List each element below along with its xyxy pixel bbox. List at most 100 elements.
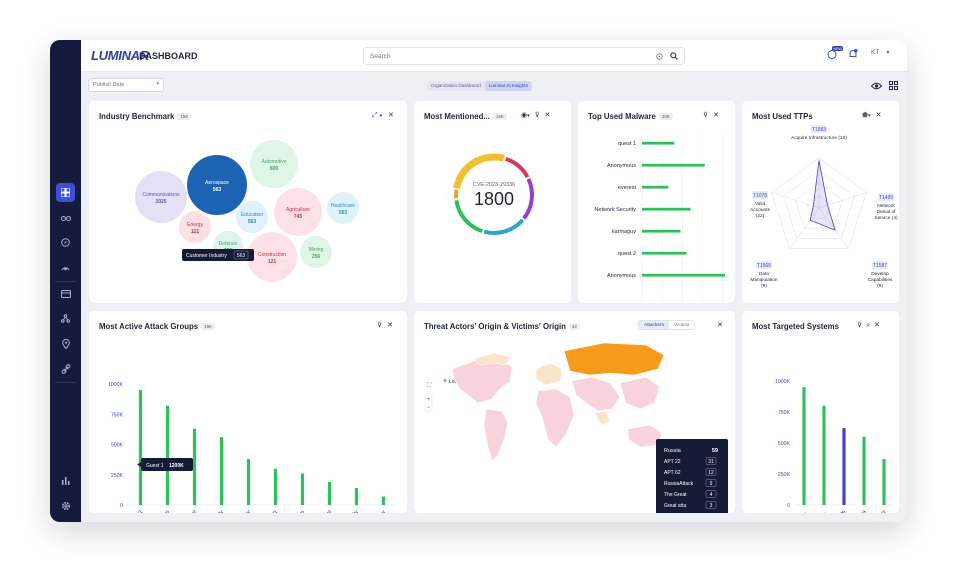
- card-tools: ⤢ ▾ ✕: [372, 111, 394, 120]
- bubble-label: Construction: [258, 252, 286, 258]
- compass-icon[interactable]: [56, 233, 75, 252]
- close-icon[interactable]: ✕: [713, 112, 719, 119]
- radar-icon[interactable]: [56, 258, 75, 277]
- link-icon[interactable]: [56, 359, 75, 378]
- tooltip-row-name: Great atta: [664, 503, 686, 509]
- updates-icon[interactable]: NEW: [827, 46, 844, 61]
- bubble-label: Healthcare: [331, 203, 355, 209]
- tooltip-row-value: 12: [708, 470, 714, 476]
- ttp-label: (22): [756, 213, 765, 219]
- tab-luminar-ai-insights[interactable]: Luminar AI Insights: [484, 81, 532, 91]
- bubble-label: Defence: [219, 241, 238, 247]
- bubble-label: Automotive: [261, 159, 286, 165]
- bubble-label: Aerospace: [205, 180, 229, 186]
- close-icon[interactable]: ✕: [387, 322, 393, 329]
- binoculars-icon[interactable]: [56, 208, 75, 227]
- bubble-aerospace: [187, 155, 247, 215]
- pentagon-icon[interactable]: ⬟: [862, 112, 869, 119]
- close-icon[interactable]: ✕: [388, 112, 394, 119]
- dashboard-icon[interactable]: [56, 183, 75, 202]
- radar-ring: [783, 170, 855, 239]
- bubble-label: Education: [241, 212, 263, 218]
- bell-icon[interactable]: [848, 49, 858, 61]
- globe-icon[interactable]: ◉: [521, 112, 528, 119]
- user-menu[interactable]: KT ▾: [871, 49, 889, 56]
- close-icon[interactable]: ✕: [875, 112, 882, 119]
- ttp-id-badge: [756, 261, 772, 269]
- bar: [381, 496, 386, 505]
- location-pin-icon[interactable]: [56, 334, 75, 353]
- app-logo[interactable]: LUMINAR: [91, 48, 149, 63]
- bubble-value: 745: [294, 214, 303, 220]
- most-mentioned-card: Most Mentioned... 15K ◉▾ ⊽ ✕ CVE-2023-293…: [414, 101, 571, 303]
- search-icon[interactable]: [670, 52, 678, 60]
- card-tools: ⊽ ✕: [377, 321, 393, 329]
- top-bar: LUMINAR DASHBOARD NEW KT ▾: [81, 40, 907, 72]
- count-badge: 15K: [492, 113, 507, 121]
- publish-date-select[interactable]: Publish Date ▾: [88, 78, 164, 92]
- page-title: DASHBOARD: [139, 51, 198, 61]
- search-input[interactable]: [370, 51, 640, 62]
- filter-icon[interactable]: ⊽: [534, 112, 540, 119]
- card-title: Most Active Attack Groups 15K: [99, 322, 216, 331]
- radar-ring: [794, 182, 844, 229]
- y-tick-label: 0: [120, 503, 123, 509]
- bar: [862, 436, 866, 505]
- tooltip-row-box: [705, 468, 717, 476]
- bubble-value: 800: [270, 166, 279, 172]
- card-title: Top Used Malware 20K: [588, 112, 673, 121]
- filter-icon[interactable]: ⊽: [703, 112, 709, 119]
- bubble-communications: [135, 171, 187, 223]
- close-icon[interactable]: ✕: [873, 322, 880, 329]
- chevron-down-icon[interactable]: ▾: [379, 113, 383, 119]
- tooltip-value-box: [233, 250, 249, 260]
- y-category-label: quest 1: [618, 141, 636, 147]
- close-icon[interactable]: ✕: [544, 112, 551, 119]
- count-badge: 15K: [201, 323, 216, 331]
- tab-attackers[interactable]: Attackers: [639, 321, 669, 329]
- tooltip-row-box: [705, 457, 717, 465]
- ttps-title: Most Used TTPs: [752, 112, 813, 121]
- layout-grid-icon[interactable]: [889, 81, 898, 90]
- donut-center-label: CVE-2023-29336: [473, 182, 516, 188]
- malware-bar: [642, 163, 705, 167]
- donut-segment: [454, 199, 483, 234]
- ttp-id-badge: [878, 193, 894, 201]
- zoom-controls: [424, 393, 433, 412]
- settings-gear-icon[interactable]: [56, 496, 75, 515]
- search-icon[interactable]: ⌕: [866, 322, 870, 329]
- tab-organization-dashboard[interactable]: Organization Dashboard: [431, 83, 481, 88]
- bar: [327, 482, 332, 505]
- tooltip-row-box: [705, 501, 717, 509]
- ttp-id: T1587: [873, 263, 887, 269]
- chevron-down-icon[interactable]: ▾: [868, 113, 871, 119]
- tab-victims[interactable]: Victims: [674, 323, 690, 328]
- bubble-tooltip: [182, 249, 254, 261]
- filter-icon[interactable]: ⊽: [377, 322, 383, 329]
- bar: [802, 387, 806, 505]
- chevron-down-icon[interactable]: ▾: [527, 113, 530, 119]
- ai-icon[interactable]: [656, 53, 663, 60]
- eye-icon[interactable]: [871, 82, 882, 90]
- bubble-value: 1025: [155, 199, 166, 205]
- user-initials: KT: [871, 49, 880, 56]
- close-icon[interactable]: ✕: [717, 322, 723, 329]
- ttp-label: Manipulation: [750, 277, 778, 283]
- x-category-label: Anonymous: [282, 509, 306, 513]
- bubble-agriculture: [274, 188, 322, 236]
- network-icon[interactable]: [56, 309, 75, 328]
- bar-chart-icon[interactable]: [56, 471, 75, 490]
- ttp-label: Develop: [871, 271, 889, 277]
- chart-type-icon[interactable]: ⤢: [372, 112, 378, 119]
- card-icon[interactable]: [56, 284, 75, 303]
- bubble-education: [236, 201, 268, 233]
- country-region: [451, 358, 513, 404]
- x-category-label: ESXi: [835, 509, 847, 513]
- tooltip-value: 563: [237, 253, 246, 259]
- bar: [842, 428, 846, 505]
- tooltip-row-value: 9: [710, 481, 713, 487]
- ttp-label: Valid: [755, 201, 766, 207]
- filter-icon[interactable]: ⊽: [857, 322, 863, 329]
- y-tick-label: 500K: [778, 441, 791, 447]
